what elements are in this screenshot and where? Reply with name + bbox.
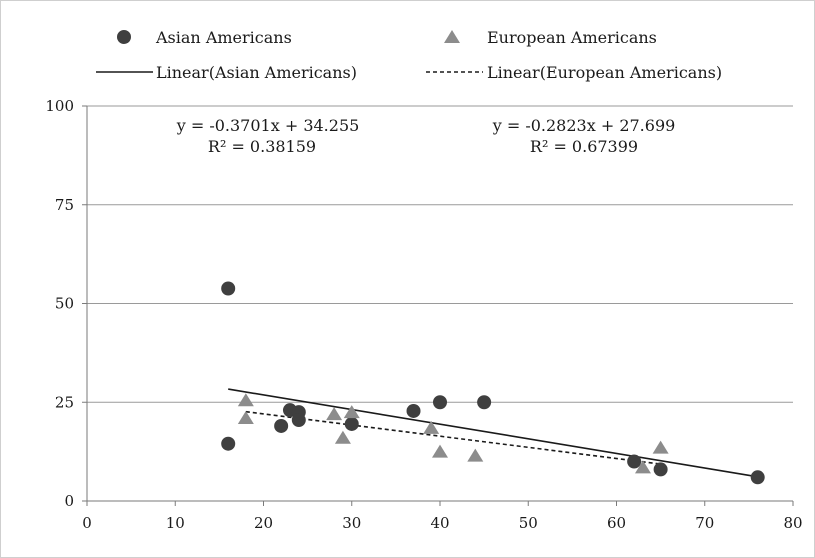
r2-european-americans: R² = 0.67399 <box>530 137 638 156</box>
gridlines <box>87 105 793 403</box>
equation-asian-americans: y = -0.3701x + 34.255 <box>176 116 360 135</box>
legend-label-linear-european-americans: Linear(European Americans) <box>487 63 722 82</box>
x-tick-label-80: 80 <box>783 514 802 532</box>
point-european-americans-2 <box>326 407 343 421</box>
x-tick-label-40: 40 <box>430 514 449 532</box>
trendline-annotations: y = -0.3701x + 34.255 R² = 0.38159 y = -… <box>176 116 676 156</box>
point-european-americans-6 <box>432 444 448 458</box>
x-tick-label-30: 30 <box>342 514 361 532</box>
legend-label-european-americans: European Americans <box>487 28 657 47</box>
data-points <box>221 281 765 485</box>
point-european-americans-8 <box>634 460 651 474</box>
point-asian-americans-9 <box>477 395 492 410</box>
point-asian-americans-12 <box>750 470 765 485</box>
point-european-americans-0 <box>237 393 254 407</box>
y-tick-label-25: 25 <box>55 393 74 411</box>
legend-label-linear-asian-americans: Linear(Asian Americans) <box>156 63 357 82</box>
legend-marker-asian-americans <box>117 30 131 44</box>
x-tick-label-20: 20 <box>254 514 273 532</box>
trendlines <box>228 388 758 478</box>
point-asian-americans-8 <box>433 395 447 410</box>
x-tick-label-70: 70 <box>695 514 714 532</box>
point-asian-americans-6 <box>344 416 359 431</box>
point-asian-americans-0 <box>221 281 236 296</box>
point-asian-americans-5 <box>291 413 306 428</box>
trendline-european-americans <box>245 410 661 465</box>
legend: Asian Americans European Americans Linea… <box>96 28 722 82</box>
point-asian-americans-10 <box>627 454 642 469</box>
legend-marker-european-americans <box>444 30 460 43</box>
y-tick-label-75: 75 <box>55 196 74 214</box>
point-european-americans-3 <box>334 430 351 444</box>
point-european-americans-4 <box>343 405 360 419</box>
x-tick-label-0: 0 <box>82 514 92 532</box>
x-tick-label-10: 10 <box>166 514 185 532</box>
axes <box>82 105 794 506</box>
point-european-americans-1 <box>237 411 254 425</box>
point-european-americans-5 <box>423 420 440 434</box>
tick-labels: 0 10 20 30 40 50 60 70 80 0 25 50 75 100 <box>45 97 802 532</box>
point-asian-americans-7 <box>406 403 421 418</box>
trendline-asian-americans <box>228 388 758 478</box>
point-asian-americans-2 <box>274 418 289 433</box>
r2-asian-americans: R² = 0.38159 <box>208 137 316 156</box>
y-tick-label-50: 50 <box>55 295 74 313</box>
point-asian-americans-1 <box>221 436 236 451</box>
y-tick-label-100: 100 <box>45 97 74 115</box>
equation-european-americans: y = -0.2823x + 27.699 <box>492 116 676 135</box>
legend-label-asian-americans: Asian Americans <box>155 28 292 47</box>
point-european-americans-9 <box>652 440 669 454</box>
x-tick-label-50: 50 <box>519 514 538 532</box>
point-asian-americans-11 <box>653 462 668 477</box>
y-tick-label-0: 0 <box>64 492 74 510</box>
point-european-americans-7 <box>467 448 484 462</box>
x-tick-label-60: 60 <box>607 514 626 532</box>
